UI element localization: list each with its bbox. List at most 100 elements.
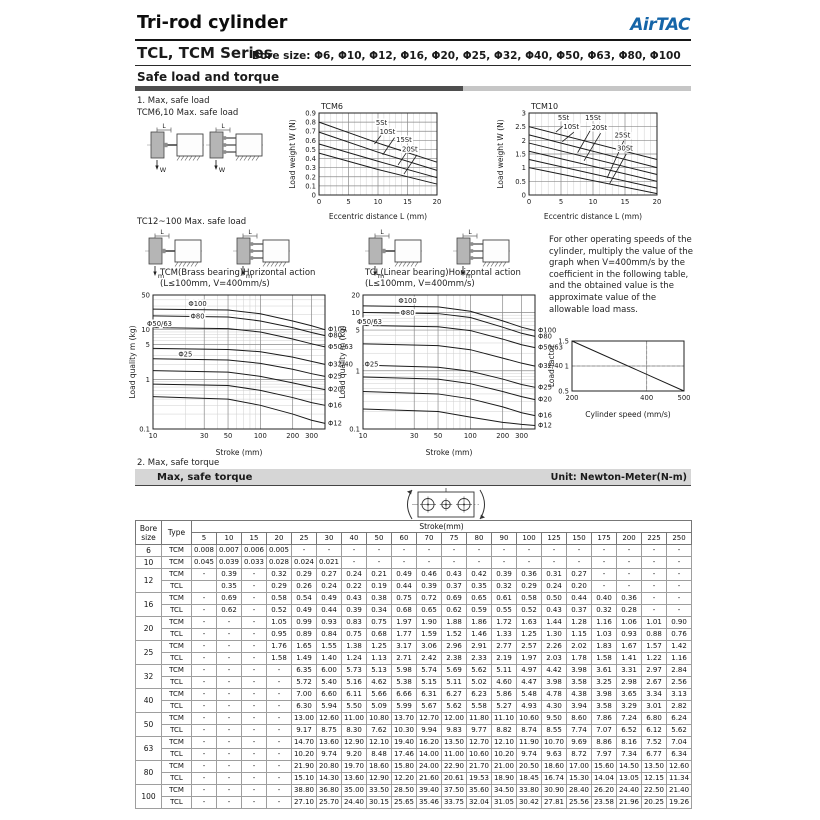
bore-size-cell: 63 — [135, 736, 162, 761]
torque-value-cell: 12.70 — [466, 736, 492, 749]
torque-value-cell: 1.03 — [591, 628, 617, 641]
torque-value-cell: 0.43 — [541, 604, 567, 617]
torque-table-row: TCL 0.35-0.29 0.26 0.24 0.22 0.19 0.44 0.39 0.37… — [136, 580, 693, 593]
svg-text:200: 200 — [286, 432, 299, 440]
svg-text:m: m — [246, 272, 252, 280]
svg-text:25St: 25St — [615, 132, 631, 140]
torque-value-cell: 1.55 — [316, 640, 342, 653]
torque-value-cell: - — [241, 652, 267, 665]
torque-value-cell: 13.50 — [641, 760, 667, 773]
torque-value-cell: 3.98 — [591, 688, 617, 701]
svg-text:0: 0 — [522, 192, 526, 200]
torque-value-cell: 10.80 — [366, 712, 392, 725]
svg-text:TCM10: TCM10 — [530, 102, 558, 111]
torque-value-cell: 22.90 — [441, 760, 467, 773]
torque-value-cell: 0.19 — [366, 580, 392, 593]
torque-value-cell: 5.69 — [441, 664, 467, 677]
torque-value-cell: 18.90 — [491, 772, 517, 785]
svg-text:0.1: 0.1 — [349, 426, 360, 434]
torque-value-cell: - — [191, 592, 217, 605]
torque-value-cell: - — [216, 748, 242, 761]
torque-value-cell: 0.44 — [566, 592, 592, 605]
svg-text:TCM6: TCM6 — [320, 102, 343, 111]
torque-value-cell: 5.50 — [341, 700, 367, 713]
torque-value-cell: 9.50 — [541, 712, 567, 725]
svg-text:300: 300 — [305, 432, 318, 440]
torque-value-cell: 1.49 — [291, 652, 317, 665]
torque-value-cell: - — [191, 628, 217, 641]
torque-value-cell: 14.30 — [316, 772, 342, 785]
torque-value-cell: 1.13 — [366, 652, 392, 665]
bore-size-cell: 12 — [135, 568, 162, 593]
torque-value-cell: 8.74 — [516, 724, 542, 737]
torque-value-cell: 0.49 — [391, 568, 417, 581]
torque-value-cell: 35.00 — [341, 784, 367, 797]
torque-value-cell: 0.32 — [591, 604, 617, 617]
type-cell: TCL — [161, 796, 192, 809]
torque-value-cell: - — [665, 556, 693, 569]
torque-value-cell: 0.29 — [291, 568, 317, 581]
torque-value-cell: - — [266, 784, 292, 797]
torque-value-cell: 15.80 — [391, 760, 417, 773]
svg-text:Φ25: Φ25 — [365, 361, 379, 369]
torque-value-cell: 0.34 — [366, 604, 392, 617]
type-cell: TCM — [161, 664, 192, 677]
torque-value-cell: - — [266, 760, 292, 773]
torque-value-cell: 3.98 — [541, 676, 567, 689]
torque-value-cell: 20.80 — [316, 760, 342, 773]
torque-value-cell: 8.82 — [491, 724, 517, 737]
torque-value-cell: 9.20 — [341, 748, 367, 761]
torque-value-cell: - — [665, 604, 693, 617]
svg-text:10: 10 — [141, 326, 150, 334]
svg-text:Φ12: Φ12 — [328, 419, 342, 427]
tc12-label: TC12~100 Max. safe load — [137, 217, 247, 227]
type-cell: TCM — [161, 784, 192, 797]
torque-value-cell: 1.28 — [566, 616, 592, 629]
torque-value-cell: 8.60 — [566, 712, 592, 725]
torque-value-cell: 3.17 — [391, 640, 417, 653]
torque-table-row: 6 TCM 0.008 0.007 0.006 0.005- - - - - - - - - - - - - - - - — [135, 544, 693, 557]
torque-value-cell: 9.74 — [516, 748, 542, 761]
torque-value-cell: 6.52 — [616, 724, 642, 737]
torque-value-cell: 0.93 — [616, 628, 642, 641]
svg-text:0.7: 0.7 — [305, 128, 316, 136]
torque-value-cell: 3.58 — [566, 676, 592, 689]
col-header-stroke-value: 70 — [416, 532, 442, 545]
col-header-stroke-value: 50 — [366, 532, 392, 545]
torque-value-cell: 0.75 — [341, 628, 367, 641]
torque-value-cell: 21.70 — [466, 760, 492, 773]
torque-value-cell: - — [191, 616, 217, 629]
svg-text:20St: 20St — [402, 145, 418, 153]
torque-value-cell: - — [191, 568, 217, 581]
torque-table-row: 40 TCM - - - -7.00 6.60 6.11 5.66 6.66 6.31 6.27 6.2… — [135, 688, 693, 713]
torque-value-cell: - — [191, 700, 217, 713]
torque-value-cell: 1.16 — [591, 616, 617, 629]
col-header-stroke-value: 100 — [516, 532, 542, 545]
svg-text:10: 10 — [374, 198, 383, 206]
torque-value-cell: 9.94 — [416, 724, 442, 737]
torque-value-cell: 2.03 — [541, 652, 567, 665]
svg-text:Φ16: Φ16 — [328, 401, 342, 409]
torque-value-cell: - — [191, 652, 217, 665]
torque-value-cell: 13.00 — [291, 712, 317, 725]
torque-value-cell: 3.13 — [665, 688, 693, 701]
torque-value-cell: 0.021 — [316, 556, 342, 569]
col-header-stroke: Stroke(mm) — [190, 520, 693, 533]
torque-value-cell: 4.38 — [566, 688, 592, 701]
svg-text:Φ25: Φ25 — [538, 383, 552, 391]
bore-size-cell: 25 — [135, 640, 162, 665]
torque-value-cell: - — [641, 556, 667, 569]
torque-value-cell: 1.63 — [516, 616, 542, 629]
torque-value-cell: 0.52 — [516, 604, 542, 617]
svg-text:L: L — [160, 229, 164, 236]
torque-value-cell: - — [316, 544, 342, 557]
torque-value-cell: 5.38 — [391, 676, 417, 689]
torque-value-cell: 9.17 — [291, 724, 317, 737]
torque-value-cell: 2.02 — [566, 640, 592, 653]
torque-value-cell: 1.24 — [341, 652, 367, 665]
torque-value-cell: 19.53 — [466, 772, 492, 785]
svg-text:10: 10 — [589, 198, 598, 206]
torque-value-cell: 2.91 — [466, 640, 492, 653]
svg-text:300: 300 — [515, 432, 528, 440]
svg-text:Φ20: Φ20 — [328, 386, 342, 394]
